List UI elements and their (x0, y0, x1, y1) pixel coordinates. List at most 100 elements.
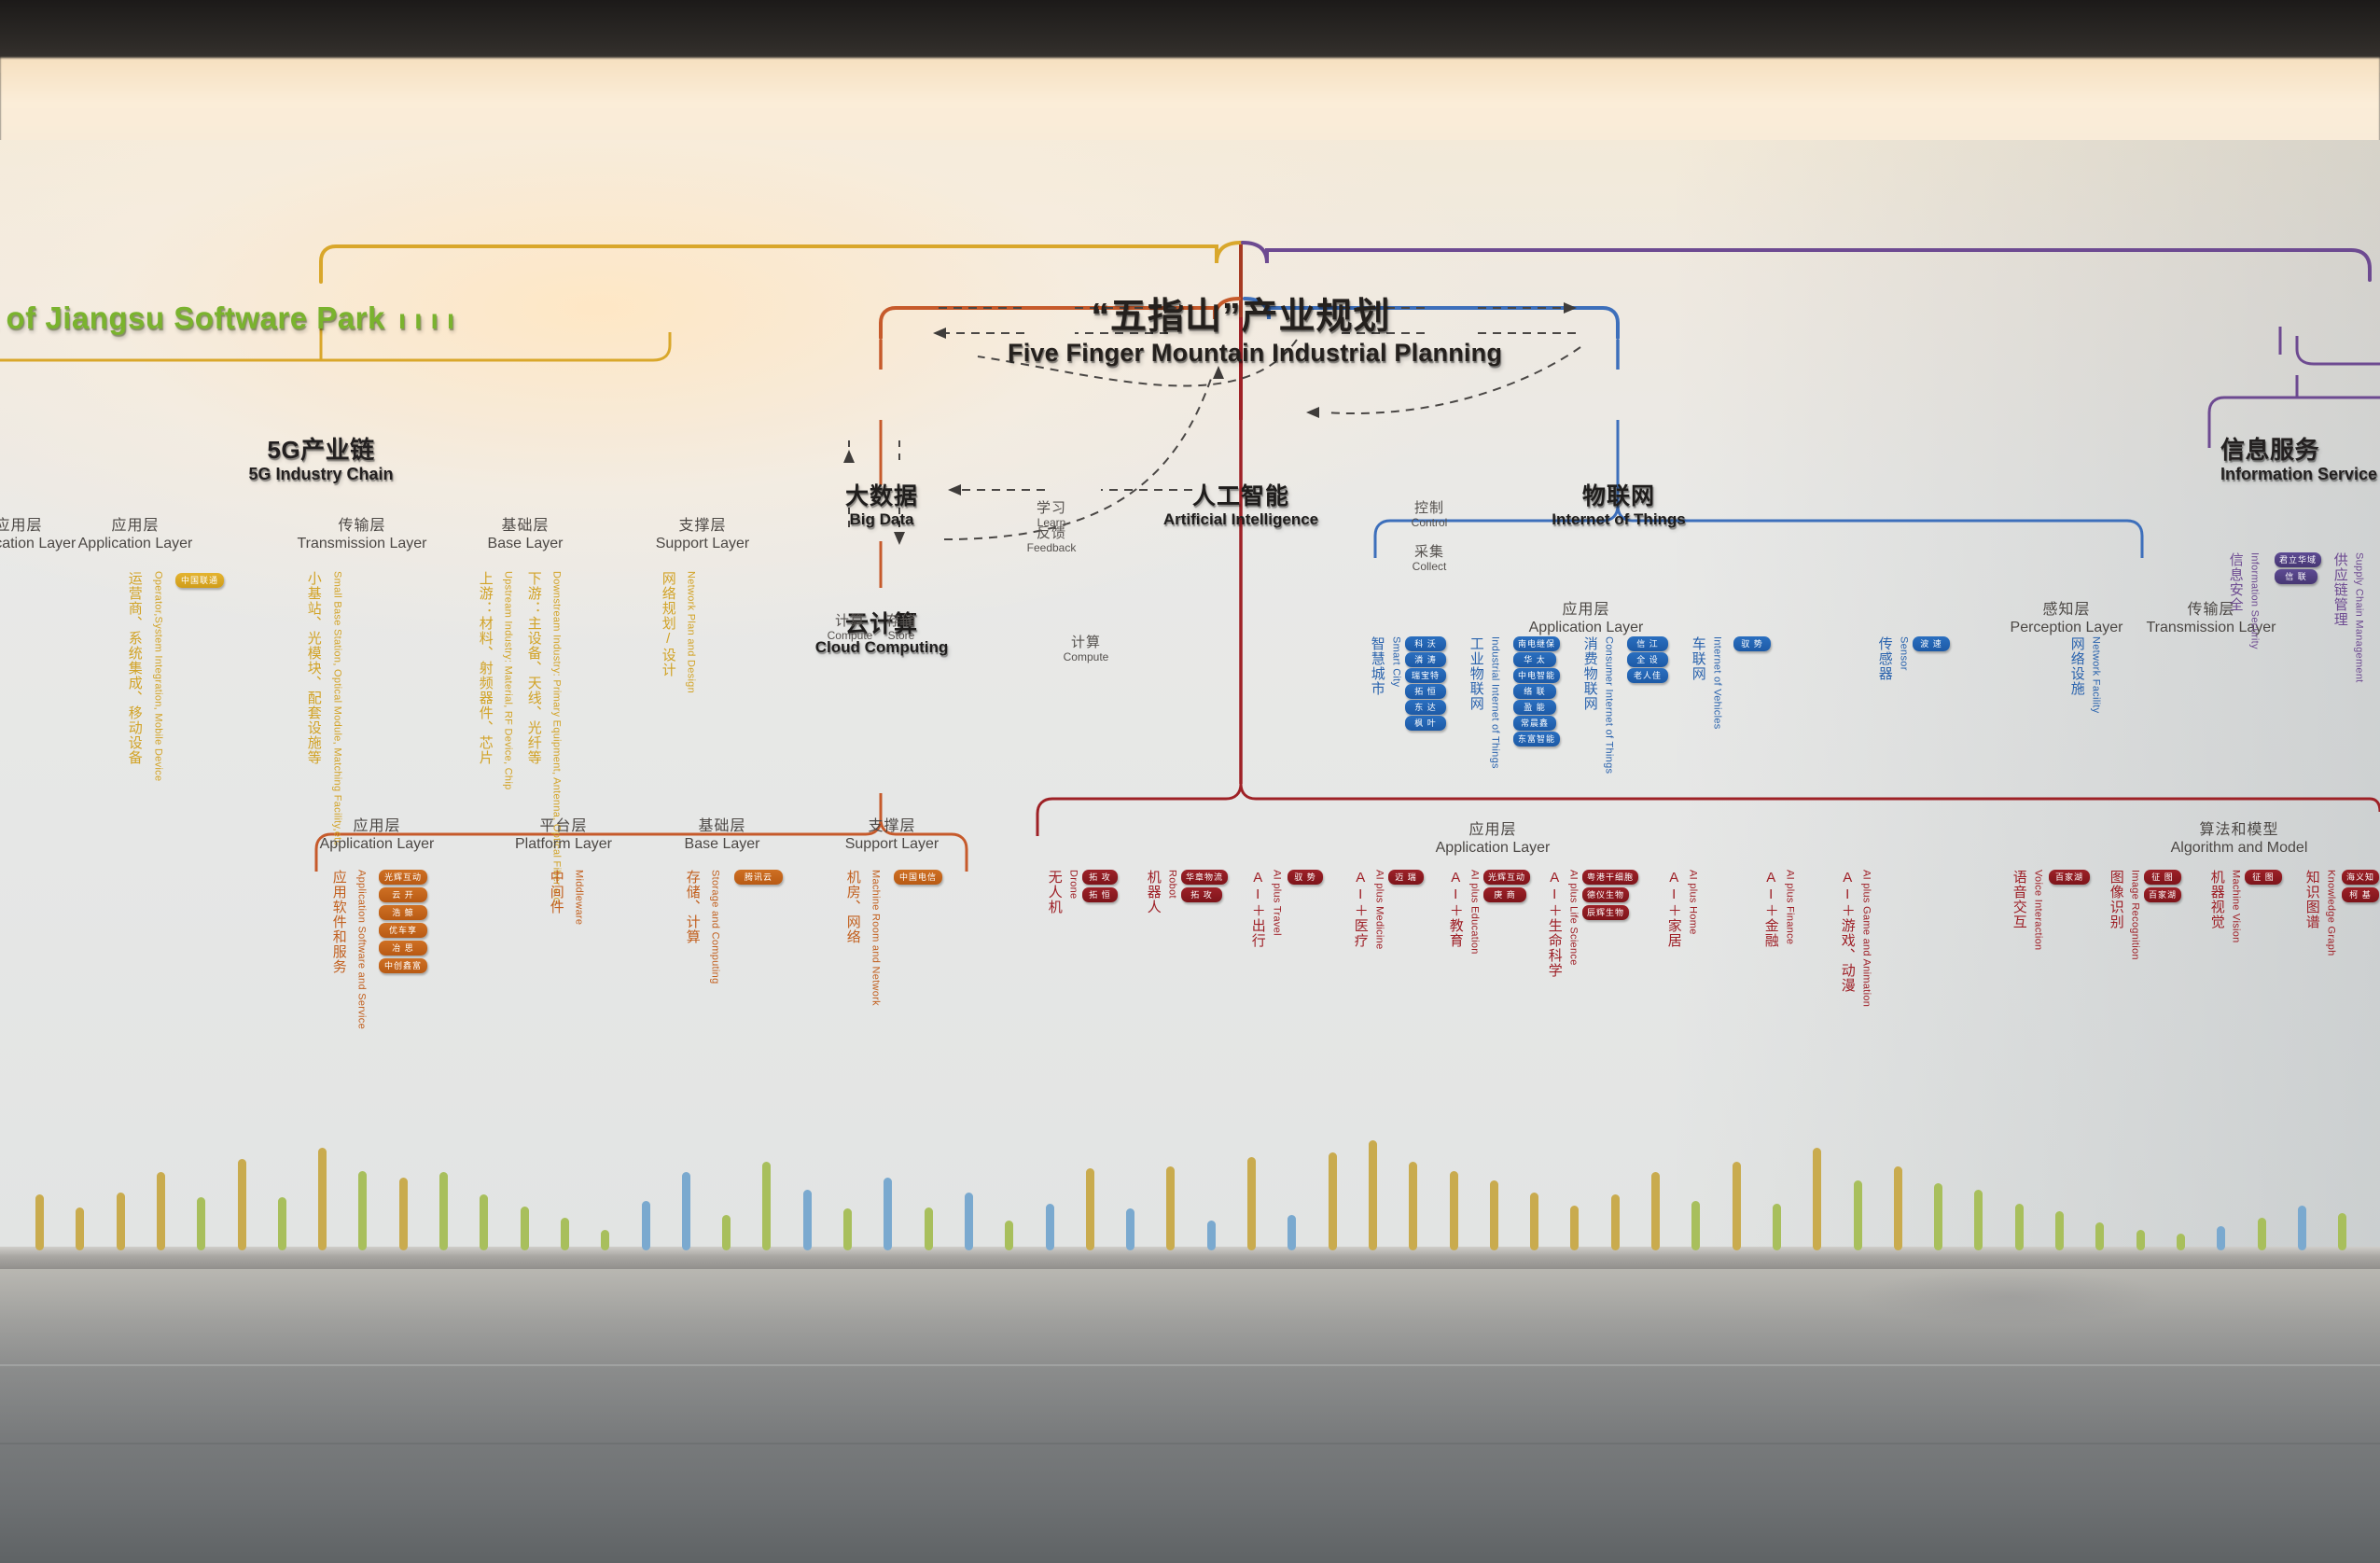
decorative-bar (1247, 1157, 1256, 1250)
layer-ai-algorithm[interactable]: 算法和模型 Algorithm and Model (2136, 821, 2342, 858)
decorative-bar (1085, 1168, 1094, 1250)
decorative-bar (1893, 1166, 1902, 1250)
tag-mairui[interactable]: 迈 瑞 (1388, 870, 1424, 885)
tag-chenhui-bio[interactable]: 辰辉生物 (1582, 905, 1630, 920)
tag-lantao[interactable]: 潾 涛 (1405, 652, 1446, 667)
node-internet-of-things[interactable]: 物联网 Internet of Things (1511, 483, 1726, 529)
decorative-bar (156, 1172, 165, 1250)
layer-cc-app-cn: 应用层 (353, 818, 401, 834)
tag-yuegang-stemcell[interactable]: 粤港干细胞 (1582, 870, 1639, 885)
layer-cloud-support[interactable]: 支撑层 Support Layer (808, 817, 976, 854)
tag-changchenxin[interactable]: 常晨鑫 (1513, 716, 1556, 731)
node-artificial-intelligence[interactable]: 人工智能 Artificial Intelligence (1134, 483, 1348, 529)
floor (0, 1269, 2380, 1563)
flow-compute1-cn: 计算 (834, 613, 865, 629)
ai-item-voice-cn: 语音交互 (2011, 870, 2027, 929)
tag-tuogong-robot[interactable]: 拓 攻 (1181, 887, 1222, 902)
node-cloud-computing[interactable]: 云计算 Cloud Computing (774, 611, 989, 657)
tag-tuogong-drone[interactable]: 拓 攻 (1082, 870, 1118, 885)
tag-haojing[interactable]: 浩 鲸 (379, 905, 427, 920)
tag-ruibaote[interactable]: 瑞宝特 (1405, 668, 1446, 683)
layer-ai-algo-cn: 算法和模型 (2199, 822, 2279, 838)
decorative-bar (1166, 1166, 1176, 1250)
iot-group-industrial-cn: 工业物联网 (1468, 636, 1484, 711)
tag-huatai[interactable]: 华 太 (1513, 652, 1556, 667)
page-title-en: Five Finger Mountain Industrial Planning (1008, 338, 1503, 367)
tag-fengye[interactable]: 枫 叶 (1405, 716, 1446, 731)
tag-zhengtu-vision[interactable]: 征 图 (2245, 870, 2282, 885)
tag-huazhang-logistics[interactable]: 华章物流 (1181, 870, 1229, 885)
ai-item-education-en: AI plus Education (1468, 870, 1481, 955)
tag-keji[interactable]: 柯 基 (2342, 887, 2379, 902)
tag-tuoheng-drone[interactable]: 拓 恒 (1082, 887, 1118, 902)
layer-5g-base[interactable]: 基础层 Base Layer (442, 517, 608, 553)
tag-tencent-cloud[interactable]: 腾讯云 (734, 870, 783, 885)
layer-cloud-base[interactable]: 基础层 Base Layer (638, 817, 806, 854)
tag-nandian-jibao[interactable]: 南电继保 (1513, 636, 1561, 651)
branch-5g-cn: 5G产业链 (267, 436, 375, 464)
tag-quanshe[interactable]: 全 设 (1627, 652, 1668, 667)
layer-5g-transmission[interactable]: 传输层 Transmission Layer (269, 517, 455, 553)
tag-yingneng[interactable]: 盈 能 (1513, 700, 1556, 715)
tag-junli-huayu[interactable]: 君立华域 (2275, 552, 2322, 567)
node-cloud-en: Cloud Computing (814, 638, 949, 656)
decorative-bar (762, 1162, 772, 1250)
layer-cc-base-item-cn: 存储、计算 (684, 870, 701, 944)
tag-china-telecom[interactable]: 中国电信 (894, 870, 942, 885)
tag-zhongchuangxinfu[interactable]: 中创鑫富 (379, 958, 427, 973)
iot-group-consumer-en: Consumer Internet of Things (1603, 636, 1615, 775)
layer-cloud-application[interactable]: 应用层 Application Layer (293, 817, 461, 854)
flow-feedback-cn: 反馈 (1036, 525, 1066, 541)
tag-guanghui-edu[interactable]: 光辉互动 (1483, 870, 1531, 885)
tag-junshi-travel[interactable]: 驭 势 (1287, 870, 1323, 885)
layer-5g-support[interactable]: 支撑层 Support Layer (619, 517, 786, 553)
tag-gengshang[interactable]: 庚 商 (1483, 887, 1526, 902)
tag-dongda[interactable]: 东 达 (1405, 700, 1446, 715)
tag-zhengtu-image[interactable]: 征 图 (2144, 870, 2181, 885)
layer-5g-app-item-en: Operator,System Integration, Mobile Devi… (152, 571, 164, 782)
layer-5g-trans-en: Transmission Layer (297, 536, 427, 552)
node-big-data-cn: 大数据 (844, 483, 918, 509)
info-security-en: Information Security (2248, 552, 2261, 649)
green-tick-marks: ıııı (397, 304, 464, 335)
tag-dongfu-zhineng[interactable]: 东富智能 (1513, 732, 1561, 747)
tag-guanghui-interactive[interactable]: 光辉互动 (379, 870, 427, 885)
tag-baijiahu-voice[interactable]: 百家湖 (2049, 870, 2090, 885)
ai-item-education-cn: AI＋教育 (1447, 870, 1464, 948)
tag-tuoheng[interactable]: 拓 恒 (1405, 684, 1446, 699)
layer-iot-trans-en: Transmission Layer (2146, 620, 2276, 636)
node-big-data[interactable]: 大数据 Big Data (774, 483, 989, 529)
tag-luolian[interactable]: 络 联 (1513, 684, 1556, 699)
flow-collect-en: Collect (1412, 560, 1447, 574)
tag-deyi-bio[interactable]: 德仪生物 (1582, 887, 1630, 902)
layer-ai-application[interactable]: 应用层 Application Layer (1390, 821, 1595, 858)
layer-iot-app-en: Application Layer (1528, 620, 1644, 636)
layer-iot-application[interactable]: 应用层 Application Layer (1483, 601, 1689, 637)
tag-xinjiang[interactable]: 信 江 (1627, 636, 1668, 651)
tag-bosu[interactable]: 波 速 (1913, 636, 1950, 651)
node-ai-en: Artificial Intelligence (1162, 510, 1319, 528)
tag-yesi[interactable]: 冶 思 (379, 941, 427, 956)
layer-iot-perception[interactable]: 感知层 Perception Layer (1969, 601, 2164, 637)
layer-cc-sup-cn: 支撑层 (868, 818, 916, 834)
tag-baijiahu-image[interactable]: 百家湖 (2144, 887, 2182, 902)
flow-feedback: 反馈 Feedback (991, 525, 1112, 555)
layer-iot-transmission[interactable]: 传输层 Transmission Layer (2109, 601, 2314, 637)
layer-iot-trans-cn: 传输层 (2187, 602, 2235, 618)
layer-cloud-platform[interactable]: 平台层 Platform Layer (480, 817, 647, 854)
node-big-data-en: Big Data (849, 510, 914, 528)
layer-cc-base-en: Base Layer (684, 836, 760, 853)
tag-laorenjia[interactable]: 老人佳 (1627, 668, 1668, 683)
decorative-bar (681, 1172, 690, 1250)
tag-junshi[interactable]: 驭 势 (1733, 636, 1771, 651)
tag-xinlian[interactable]: 信 联 (2275, 569, 2317, 584)
tag-kewo[interactable]: 科 沃 (1405, 636, 1446, 651)
floor-reflection (0, 1269, 2380, 1437)
tag-zhongdian-zhineng[interactable]: 中电智能 (1513, 668, 1561, 683)
layer-5g-application[interactable]: 应用层 Application Layer (51, 517, 219, 553)
tag-haiyizhi[interactable]: 海义知 (2342, 870, 2380, 885)
tag-china-unicom[interactable]: 中国联通 (175, 573, 224, 588)
tag-youchexiang[interactable]: 优车享 (379, 923, 427, 938)
tag-yunkai[interactable]: 云 开 (379, 887, 427, 902)
